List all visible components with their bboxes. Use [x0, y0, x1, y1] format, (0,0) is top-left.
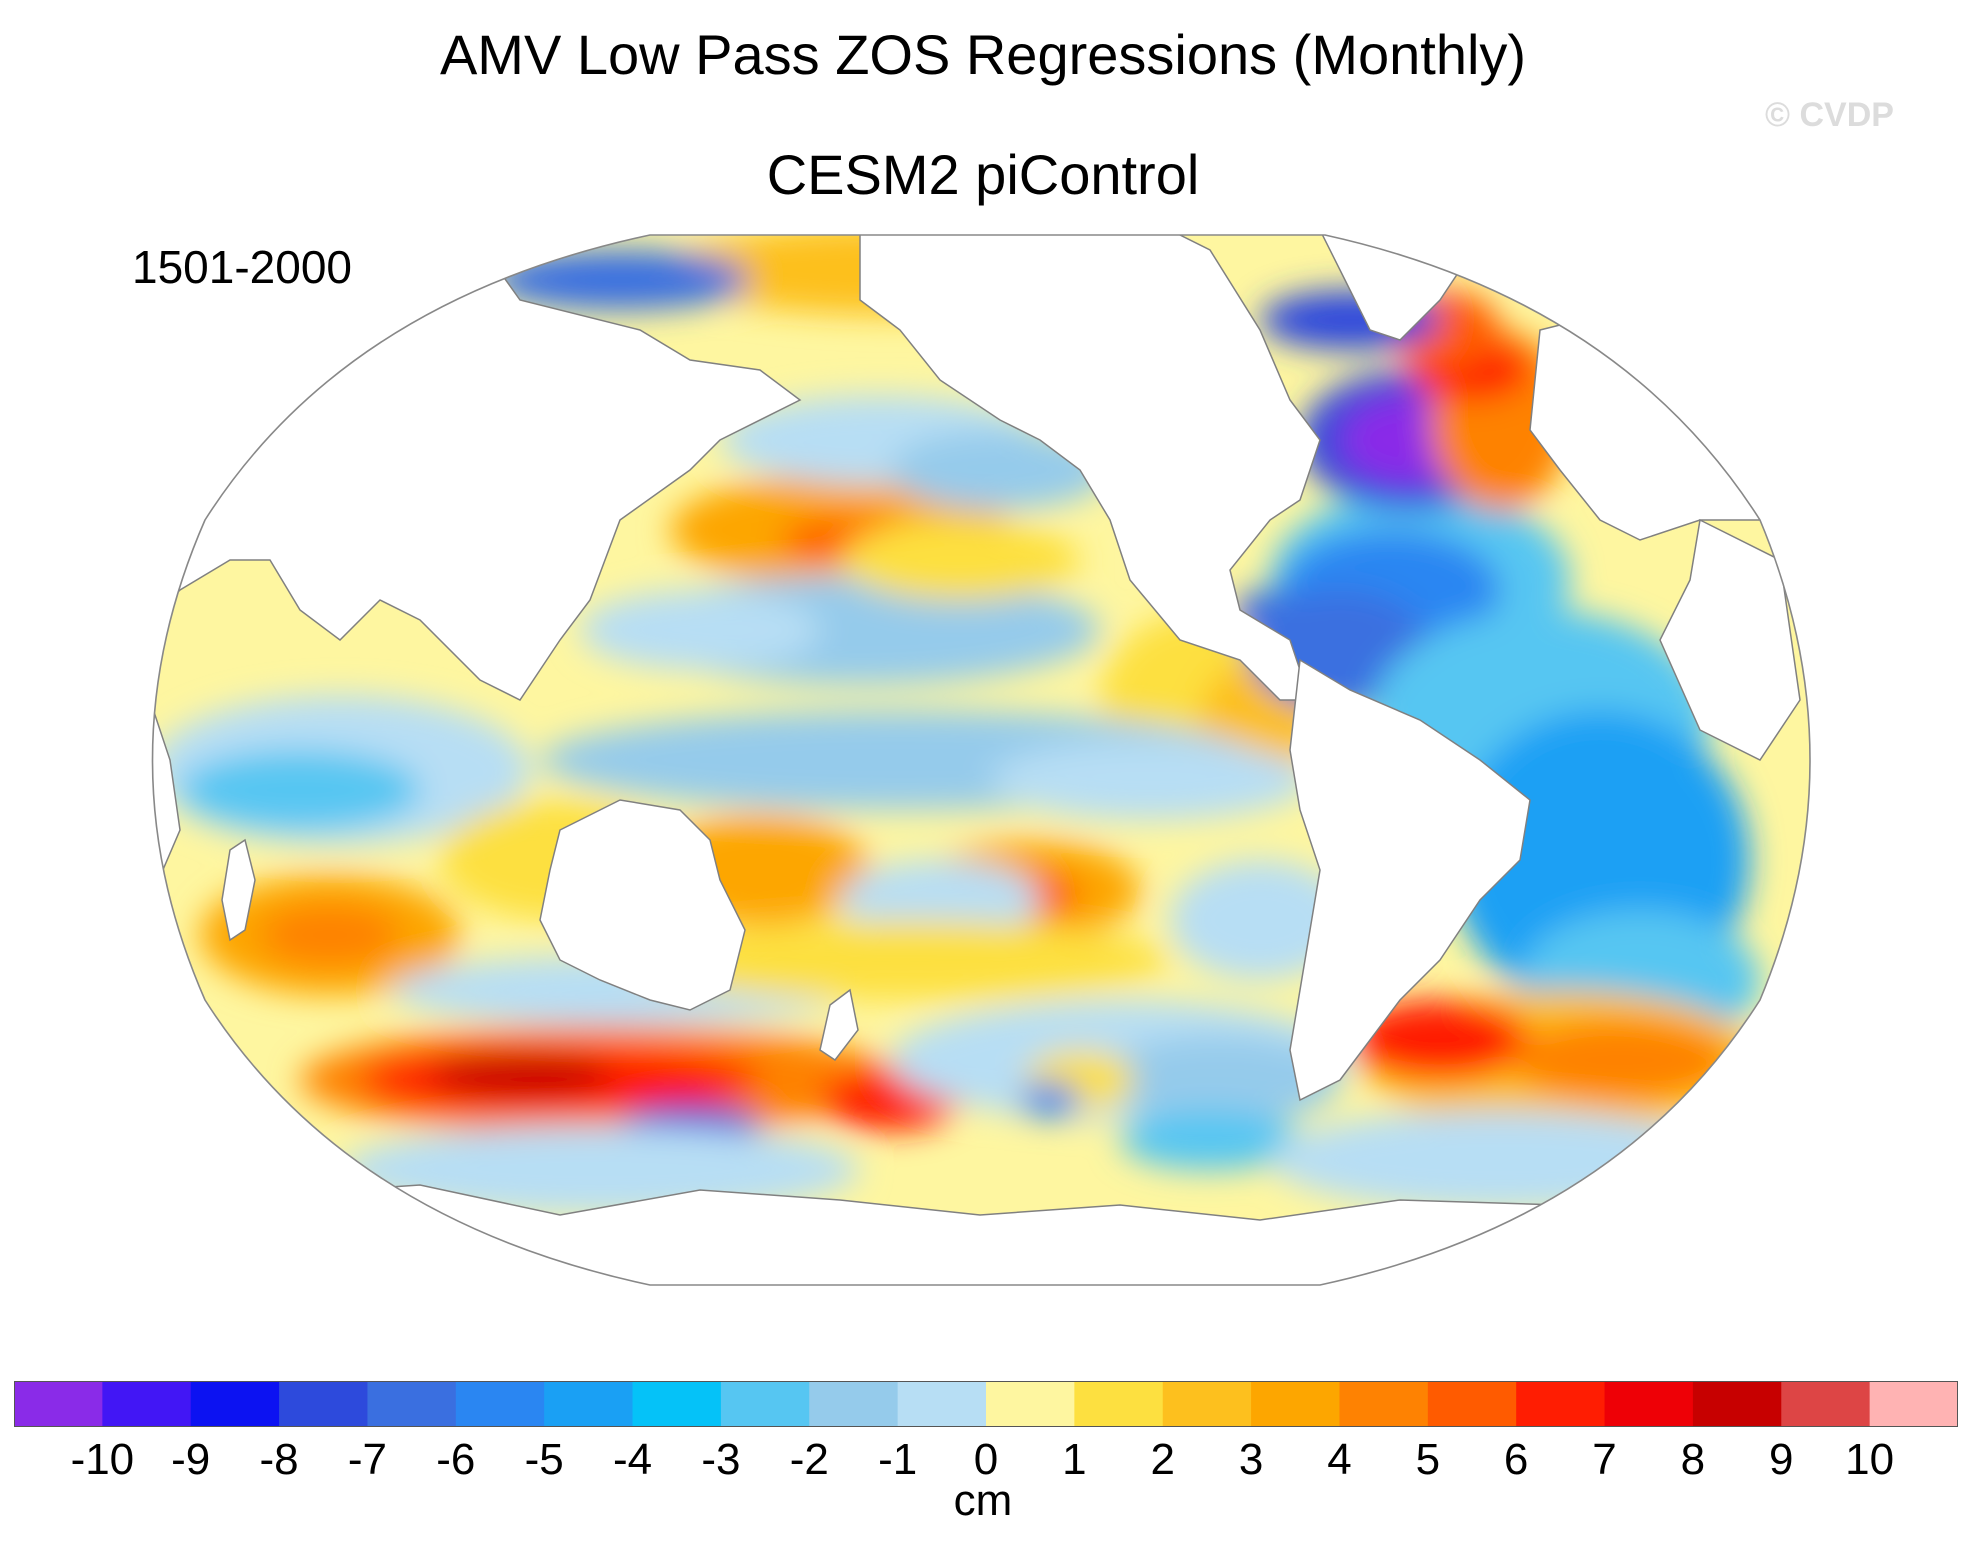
- chart-subtitle: CESM2 piControl: [766, 143, 1200, 206]
- colorbar: [14, 1381, 1958, 1427]
- colorbar-tick-label: 3: [1238, 1435, 1264, 1484]
- colorbar-box: [455, 1381, 545, 1427]
- colorbar-tick-label: 8: [1680, 1435, 1706, 1484]
- colorbar-box: [986, 1381, 1075, 1427]
- colorbar-box: [14, 1381, 103, 1427]
- colorbar-tick-label: -4: [612, 1435, 653, 1484]
- colorbar-tick-label: -5: [524, 1435, 564, 1484]
- colorbar-box: [720, 1381, 810, 1427]
- colorbar-tick-label: -3: [701, 1435, 741, 1484]
- colorbar-tick-label: 6: [1503, 1435, 1529, 1484]
- colorbar-units: cm: [953, 1476, 1013, 1525]
- colorbar-tick-label: -2: [789, 1435, 829, 1484]
- colorbar-tick-label: -8: [259, 1435, 299, 1484]
- colorbar-box: [367, 1381, 457, 1427]
- period-label: 1501-2000: [132, 241, 352, 293]
- colorbar-box: [1162, 1381, 1252, 1427]
- colorbar-ticks: -10 -9 -8 -7 -6 -5 -4 -3 -2 -1 0 1 2 3 4 5 6 7 8 9 10: [0, 1435, 1966, 1495]
- colorbar-tick-label: 2: [1150, 1435, 1175, 1484]
- colorbar-box: [1869, 1381, 1958, 1427]
- colorbar-tick-label: 5: [1415, 1435, 1441, 1484]
- colorbar-box: [1427, 1381, 1517, 1427]
- colorbar-tick-label: 7: [1592, 1435, 1617, 1484]
- colorbar-tick-label: -6: [436, 1435, 476, 1484]
- colorbar-tick-label: -7: [347, 1435, 388, 1484]
- colorbar-tick-label: 1: [1062, 1435, 1087, 1484]
- colorbar-tick-label: 4: [1327, 1435, 1352, 1484]
- colorbar-border: [14, 1381, 1958, 1427]
- colorbar-box: [1604, 1381, 1694, 1427]
- colorbar-box: [1781, 1381, 1871, 1427]
- chart-title: AMV Low Pass ZOS Regressions (Monthly): [439, 23, 1527, 86]
- colorbar-box: [102, 1381, 192, 1427]
- colorbar-box: [1339, 1381, 1429, 1427]
- colorbar-box: [897, 1381, 987, 1427]
- colorbar-tick-label: 10: [1845, 1435, 1895, 1484]
- colorbar-box: [1074, 1381, 1164, 1427]
- colorbar-box: [1516, 1381, 1606, 1427]
- colorbar-box: [1692, 1381, 1782, 1427]
- colorbar-tick-label: -10: [70, 1435, 135, 1484]
- colorbar-box: [190, 1381, 280, 1427]
- credit-label: © CVDP: [1765, 96, 1894, 134]
- colorbar-tick-label: 9: [1769, 1435, 1794, 1484]
- colorbar-box: [279, 1381, 368, 1427]
- colorbar-box: [632, 1381, 722, 1427]
- colorbar-tick-label: 0: [973, 1435, 999, 1484]
- colorbar-box: [544, 1381, 634, 1427]
- map-border: [151, 234, 1811, 1286]
- colorbar-tick-label: -9: [171, 1435, 211, 1484]
- colorbar-box: [809, 1381, 899, 1427]
- colorbar-box: [1251, 1381, 1340, 1427]
- colorbar-tick-label: -1: [878, 1435, 918, 1484]
